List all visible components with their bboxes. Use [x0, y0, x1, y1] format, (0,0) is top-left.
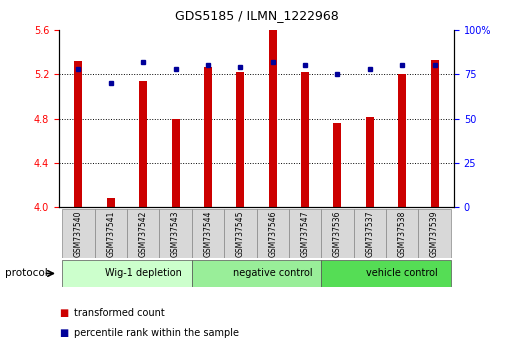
Bar [74, 61, 83, 207]
Bar [204, 67, 212, 207]
Bar [353, 209, 386, 258]
Text: percentile rank within the sample: percentile rank within the sample [74, 328, 240, 338]
Bar [94, 209, 127, 258]
Bar [171, 119, 180, 207]
Bar [139, 81, 147, 207]
Text: GSM737536: GSM737536 [333, 210, 342, 257]
Bar [192, 260, 321, 287]
Bar [269, 30, 277, 207]
Text: transformed count: transformed count [74, 308, 165, 318]
Bar [333, 123, 342, 207]
Bar [236, 72, 244, 207]
Text: GSM737543: GSM737543 [171, 210, 180, 257]
Bar [127, 209, 160, 258]
Text: GSM737538: GSM737538 [398, 210, 407, 257]
Bar [386, 209, 419, 258]
Bar [160, 209, 192, 258]
Text: GSM737541: GSM737541 [106, 210, 115, 257]
Text: ■: ■ [59, 328, 68, 338]
Text: GSM737542: GSM737542 [139, 210, 148, 257]
Bar [398, 74, 406, 207]
Text: GSM737539: GSM737539 [430, 210, 439, 257]
Text: GSM737544: GSM737544 [204, 210, 212, 257]
Bar [321, 209, 353, 258]
Bar [301, 72, 309, 207]
Text: GSM737540: GSM737540 [74, 210, 83, 257]
Text: negative control: negative control [233, 268, 312, 279]
Text: GSM737547: GSM737547 [301, 210, 309, 257]
Bar [62, 209, 94, 258]
Text: GSM737545: GSM737545 [236, 210, 245, 257]
Bar [62, 260, 192, 287]
Text: GDS5185 / ILMN_1222968: GDS5185 / ILMN_1222968 [174, 9, 339, 22]
Bar [256, 209, 289, 258]
Bar [419, 209, 451, 258]
Text: GSM737546: GSM737546 [268, 210, 277, 257]
Bar [224, 209, 256, 258]
Bar [192, 209, 224, 258]
Bar [321, 260, 451, 287]
Text: GSM737537: GSM737537 [365, 210, 374, 257]
Bar [107, 198, 115, 207]
Text: ■: ■ [59, 308, 68, 318]
Text: Wig-1 depletion: Wig-1 depletion [105, 268, 182, 279]
Bar [289, 209, 321, 258]
Bar [366, 118, 374, 207]
Bar [430, 60, 439, 207]
Text: vehicle control: vehicle control [366, 268, 438, 279]
Text: protocol: protocol [5, 268, 48, 279]
